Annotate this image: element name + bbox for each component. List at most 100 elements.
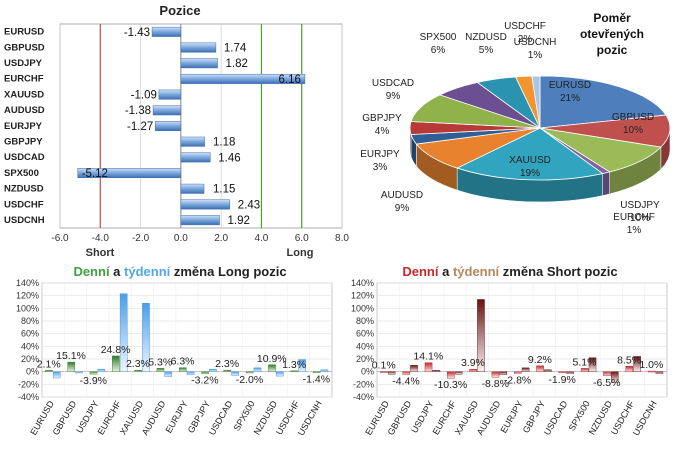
bar-usdcad (180, 152, 211, 163)
bar-týdenní-nzdusd (276, 371, 284, 377)
bar-value-label: -1.9% (548, 374, 575, 386)
bar-týdenní-eurusd (387, 371, 396, 375)
bar-value-label: -1.38 (125, 105, 151, 117)
bar-denní-xauusd (469, 368, 477, 372)
bar-denní-audusd (491, 371, 500, 378)
category-label: USDCNH (4, 215, 45, 226)
bar-denní-usdjpy (424, 362, 433, 372)
bar-týdenní-gbpusd (75, 371, 83, 374)
long-changes-chart-title: Denní a týdenní změna Long pozic (73, 264, 286, 279)
bar-denní-gbpusd (67, 361, 75, 372)
pie-label-value: 1% (528, 50, 543, 61)
y-tick-label: -20% (353, 379, 374, 389)
short-changes-chart: Denní a týdenní změna Short pozic -40% -2… (351, 264, 668, 437)
bar-gbpusd (180, 42, 217, 53)
bar-týdenní-gbpjpy (209, 368, 217, 372)
bar-nzdusd (180, 183, 205, 194)
bar-týdenní-usdchf (298, 359, 306, 372)
bar-denní-usdcad (223, 370, 232, 372)
pie-label-name: USDCHF (504, 21, 546, 32)
bar-value-label: 1.74 (224, 42, 247, 54)
bar-value-label: -6.5% (593, 377, 620, 389)
category-label: USDCAD (4, 152, 45, 163)
y-tick-label: 60% (21, 329, 39, 339)
bar-value-label: -1.4% (303, 374, 330, 386)
open-positions-pie-chart: Poměr otevřených pozic EURUSD 21% GBPUSD 10% U… (360, 11, 671, 236)
bar-usdcnh (180, 215, 220, 226)
pie-label-value: 5% (479, 45, 494, 56)
bar-value-label: -10.3% (434, 379, 467, 391)
category-label: EURJPY (4, 121, 43, 132)
bar-usdchf (180, 199, 231, 210)
y-tick-label: 140% (351, 278, 374, 288)
y-tick-label: -20% (18, 379, 39, 389)
bar-denní-xauusd (134, 370, 142, 372)
bar-value-label: 1.15 (213, 184, 235, 196)
bar-audusd (152, 105, 182, 116)
bar-value-label: 1.3% (282, 359, 306, 371)
y-tick-label: 20% (356, 354, 374, 364)
x-tick-label: -6.0 (51, 233, 69, 244)
pie-label-name: XAUUSD (509, 155, 551, 166)
bar-denní-usdjpy (89, 371, 98, 375)
positions-chart: Pozice EURUSD GBPUSD USDJPY EURCHF XAUUSD AUD… (4, 3, 349, 259)
bar-xauusd (158, 89, 182, 100)
bar-value-label: 1.18 (213, 137, 235, 149)
bar-týdenní-gbpjpy (544, 369, 552, 372)
bar-value-label: 2.1% (37, 358, 61, 370)
bar-týdenní-usdjpy (432, 370, 441, 372)
y-tick-label: 80% (356, 316, 374, 326)
bar-value-label: 6.3% (171, 356, 195, 368)
bar-value-label: -3.2% (191, 375, 218, 387)
bar-value-label: 2.3% (215, 358, 239, 370)
bar-týdenní-usdcad (566, 371, 574, 374)
y-tick-label: 100% (16, 303, 39, 313)
y-tick-label: -40% (353, 392, 374, 402)
bar-denní-eurusd (380, 371, 388, 373)
bar-denní-usdcnh (647, 370, 656, 373)
bar-týdenní-eurchf (119, 293, 128, 372)
y-tick-label: 120% (16, 291, 39, 301)
x-tick-label: -2.0 (132, 233, 150, 244)
pie-label-value: 1% (627, 225, 642, 236)
bar-denní-nzdusd (268, 364, 276, 372)
pie-label-name: SPX500 (420, 32, 457, 43)
y-tick-label: 80% (21, 316, 39, 326)
pie-label-name: EURCHF (613, 212, 655, 223)
category-label: SPX500 (4, 168, 39, 179)
y-tick-label: 20% (21, 354, 39, 364)
pie-label-name: USDCNH (514, 37, 557, 48)
pie-label-value: 3% (373, 162, 388, 173)
pie-label-name: GBPJPY (362, 113, 402, 124)
category-label: USDJPY (4, 58, 43, 69)
x-tick-label: 6.0 (295, 233, 309, 244)
bar-value-label: -1.09 (131, 90, 157, 102)
bar-value-label: 1.0% (639, 359, 663, 371)
bar-týdenní-nzdusd (611, 371, 619, 383)
bar-usdjpy (180, 58, 218, 69)
bar-týdenní-usdcad (231, 371, 239, 376)
bar-value-label: -4.4% (392, 375, 419, 387)
x-tick-label: 4.0 (254, 233, 268, 244)
bar-value-label: 24.8% (101, 344, 131, 356)
bar-value-label: 2.3% (126, 358, 150, 370)
pie-slice-usdcnh (531, 75, 541, 129)
bar-value-label: -8.8% (482, 378, 509, 390)
bar-value-label: 14.1% (413, 351, 443, 363)
bar-týdenní-eurchf (454, 371, 463, 375)
y-tick-label: 40% (21, 341, 39, 351)
y-tick-label: 0% (361, 367, 374, 377)
category-label: EURCHF (4, 74, 44, 85)
pie-slice-side-eurchf (602, 171, 610, 196)
category-label: AUDUSD (4, 105, 45, 116)
bar-denní-usdchf (290, 370, 299, 373)
pie-slice-xauusd (456, 127, 604, 181)
bar-týdenní-xauusd (477, 299, 485, 372)
bar-denní-usdchf (625, 366, 634, 372)
category-label: GBPJPY (4, 137, 43, 148)
category-label: USDCHF (4, 199, 44, 210)
pie-label-value: 10% (623, 125, 643, 136)
bar-value-label: 0.1% (372, 360, 396, 372)
y-tick-label: -40% (18, 392, 39, 402)
pie-label-value: 4% (375, 126, 390, 137)
